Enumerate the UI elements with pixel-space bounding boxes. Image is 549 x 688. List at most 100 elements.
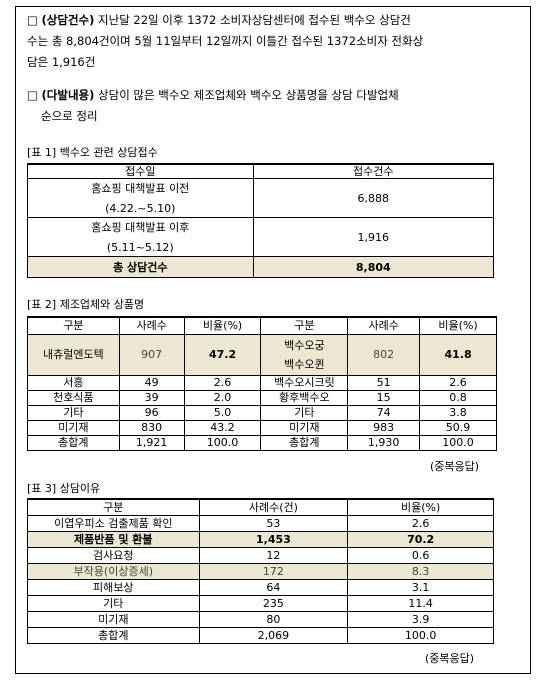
table-cell: 2,069 <box>198 626 349 644</box>
table-cell: 3.8 <box>419 404 497 421</box>
table-row: 홈쇼핑 대책발표 이후 (5.11~5.12) 1,916 <box>27 217 495 257</box>
header-cell: 구분 <box>27 316 120 335</box>
table-total-row: 총 상담건수 8,804 <box>27 256 495 278</box>
table-cell: 12 <box>198 546 349 564</box>
header-cell: 사례수(건) <box>198 498 349 516</box>
row-sublabel: (5.11~5.12) <box>106 240 174 254</box>
header-cell: 비율(%) <box>347 498 494 516</box>
table3: 구분 사례수(건) 비율(%) 이엽우피소 검출제품 확인 53 2.6 제품반… <box>27 498 494 644</box>
table-cell: 내츄럴엔도텍 <box>27 333 120 376</box>
table-row: 미기재 80 3.9 <box>27 610 494 628</box>
table-cell: 1,916 <box>252 217 495 257</box>
table-cell: 부작용(이상증세) <box>27 562 200 580</box>
table3-note: (중복응답) <box>425 652 475 665</box>
table-row: 천호식품 39 2.0 황후백수오 15 0.8 <box>27 389 497 406</box>
document-frame <box>15 6 531 674</box>
table-header-row: 구분 사례수(건) 비율(%) <box>27 498 494 516</box>
table-cell: 제품반품 및 환불 <box>27 530 200 548</box>
table-cell: 53 <box>198 514 349 532</box>
bullet-box: □ <box>27 13 38 27</box>
table-cell: 기타 <box>27 594 200 612</box>
table-cell: 64 <box>198 578 349 596</box>
bullet-box: □ <box>27 88 38 102</box>
table-cell: 70.2 <box>347 530 494 548</box>
row-label: 홈쇼핑 대책발표 이후 <box>91 220 190 234</box>
table1: 접수일 접수건수 홈쇼핑 대책발표 이전 (4.22.~5.10) 6,888 … <box>27 163 495 278</box>
table-cell: 총합계 <box>260 434 349 451</box>
table-cell: 2.6 <box>419 374 497 391</box>
table-cell: 3.9 <box>347 610 494 628</box>
table-cell: 41.8 <box>419 333 497 376</box>
table-cell: 백수오시크릿 <box>260 374 349 391</box>
table-cell: 1,921 <box>118 434 185 451</box>
table-row: 이엽우피소 검출제품 확인 53 2.6 <box>27 514 494 532</box>
header-cell: 사례수 <box>347 316 421 335</box>
para-text: 지난달 22일 이후 1372 소비자상담센터에 접수된 백수오 상담건 <box>94 13 411 27</box>
para-text: 상담이 많은 백수오 제조업체와 백수오 상품명을 상담 다발업체 <box>94 88 399 102</box>
table-cell: 8,804 <box>252 256 495 278</box>
table-row: 피해보상 64 3.1 <box>27 578 494 596</box>
table-cell: 74 <box>347 404 421 421</box>
table3-caption: [표 3] 상담이유 <box>27 482 101 495</box>
table-header-row: 접수일 접수건수 <box>27 163 495 179</box>
table-row: 총합계 2,069 100.0 <box>27 626 494 644</box>
header-cell: 비율(%) <box>419 316 497 335</box>
table-cell: 2.0 <box>183 389 262 406</box>
table-cell: 1,453 <box>198 530 349 548</box>
table-cell: 미기재 <box>27 419 120 436</box>
paragraph-frequent: □ (다발내용) 상담이 많은 백수오 제조업체와 백수오 상품명을 상담 다발… <box>27 85 527 127</box>
table-row: 홈쇼핑 대책발표 이전 (4.22.~5.10) 6,888 <box>27 178 495 218</box>
cell-line: 백수오궁 <box>284 338 325 352</box>
table1-caption: [표 1] 백수오 관련 상담접수 <box>27 146 158 159</box>
table-cell: 6,888 <box>252 178 495 218</box>
table-cell: 39 <box>118 389 185 406</box>
table-cell: 천호식품 <box>27 389 120 406</box>
table-cell: 피해보상 <box>27 578 200 596</box>
table-cell: 미기재 <box>27 610 200 628</box>
table-cell: 이엽우피소 검출제품 확인 <box>27 514 200 532</box>
table-row: 서흥 49 2.6 백수오시크릿 51 2.6 <box>27 374 497 391</box>
table-cell: 검사요청 <box>27 546 200 564</box>
table-cell: 47.2 <box>183 333 262 376</box>
table-row-highlight: 제품반품 및 환불 1,453 70.2 <box>27 530 494 548</box>
table-cell: 미기재 <box>260 419 349 436</box>
table-cell: 235 <box>198 594 349 612</box>
table-cell: 100.0 <box>419 434 497 451</box>
table-cell: 50.9 <box>419 419 497 436</box>
table-cell: 15 <box>347 389 421 406</box>
table-cell: 0.6 <box>347 546 494 564</box>
table-row-highlight: 내츄럴엔도텍 907 47.2 백수오궁 백수오퀸 802 41.8 <box>27 333 497 376</box>
table-cell: 80 <box>198 610 349 628</box>
table-header-row: 구분 사례수 비율(%) 구분 사례수 비율(%) <box>27 316 497 335</box>
table-cell: 홈쇼핑 대책발표 이전 (4.22.~5.10) <box>27 178 254 218</box>
table2-caption: [표 2] 제조업체와 상품명 <box>27 298 145 311</box>
table-cell: 총 상담건수 <box>27 256 254 278</box>
table-cell: 8.3 <box>347 562 494 580</box>
paragraph-counts: □ (상담건수) 지난달 22일 이후 1372 소비자상담센터에 접수된 백수… <box>27 10 527 73</box>
table-cell: 5.0 <box>183 404 262 421</box>
table2: 구분 사례수 비율(%) 구분 사례수 비율(%) 내츄럴엔도텍 907 47.… <box>27 316 497 451</box>
table-cell: 2.6 <box>183 374 262 391</box>
table-cell: 총합계 <box>27 626 200 644</box>
cell-line: 백수오퀸 <box>284 357 325 371</box>
table-cell: 2.6 <box>347 514 494 532</box>
table-cell: 907 <box>118 333 185 376</box>
table-cell: 기타 <box>27 404 120 421</box>
table-row: 미기재 830 43.2 미기재 983 50.9 <box>27 419 497 436</box>
table-cell: 1,930 <box>347 434 421 451</box>
row-sublabel: (4.22.~5.10) <box>105 201 176 215</box>
table-cell: 11.4 <box>347 594 494 612</box>
table-cell: 3.1 <box>347 578 494 596</box>
table-cell: 총합계 <box>27 434 120 451</box>
para-text: 순으로 정리 <box>41 109 98 123</box>
header-cell: 접수일 <box>27 163 254 179</box>
table-cell: 43.2 <box>183 419 262 436</box>
table-cell: 기타 <box>260 404 349 421</box>
table-cell: 황후백수오 <box>260 389 349 406</box>
table-cell: 172 <box>198 562 349 580</box>
para-head: (상담건수) <box>41 13 95 27</box>
table-cell: 100.0 <box>183 434 262 451</box>
table-row: 기타 235 11.4 <box>27 594 494 612</box>
table-cell: 서흥 <box>27 374 120 391</box>
row-label: 홈쇼핑 대책발표 이전 <box>91 181 190 195</box>
